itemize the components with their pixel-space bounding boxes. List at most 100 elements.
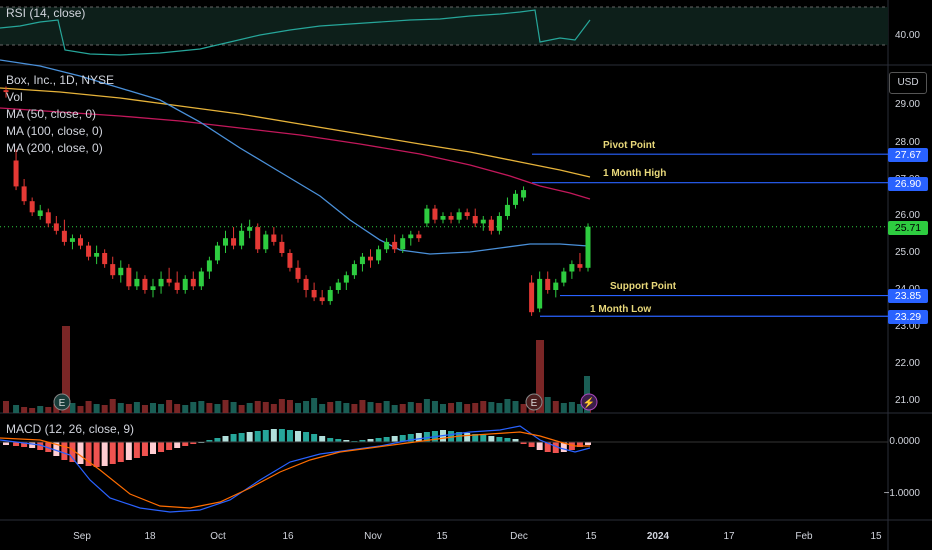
x-axis-label: Sep <box>73 531 91 542</box>
x-axis-label: 17 <box>723 531 735 542</box>
volume-bar <box>133 402 140 413</box>
rsi-axis-label: 40.00 <box>894 30 920 41</box>
volume-bar <box>399 404 406 413</box>
candle-body <box>424 208 430 224</box>
macd-histogram-bar <box>13 442 20 446</box>
macd-histogram-bar <box>480 435 487 442</box>
macd-histogram-bar <box>359 440 366 442</box>
candle-body <box>78 238 83 246</box>
volume-bar <box>351 404 358 413</box>
price-axis-label: 25.00 <box>894 247 920 258</box>
volume-bar <box>69 403 76 413</box>
x-axis-label: 15 <box>870 531 882 542</box>
candle-body <box>271 234 277 242</box>
candle-body <box>231 238 237 246</box>
candle-body <box>45 212 51 224</box>
macd-histogram-bar <box>230 434 237 442</box>
macd-signal-line <box>0 431 590 509</box>
candle-body <box>464 212 470 216</box>
macd-axis-label: 0.0000 <box>889 436 920 447</box>
volume-bar <box>182 405 189 413</box>
macd-label: MACD (12, 26, close, 9) <box>6 422 135 436</box>
candle-body <box>448 216 454 220</box>
candle-body <box>472 216 478 224</box>
rsi-band <box>0 7 888 45</box>
macd-histogram-bar <box>158 442 165 452</box>
volume-bar <box>141 405 148 413</box>
candle-body <box>158 278 164 287</box>
currency-button[interactable]: USD <box>889 72 927 94</box>
candle-body <box>86 245 92 257</box>
volume-bar <box>488 402 495 413</box>
macd-histogram-bar <box>286 430 293 442</box>
macd-histogram-bar <box>150 442 156 454</box>
volume-bar <box>383 401 390 413</box>
main-legend: Box, Inc., 1D, NYSE Vol MA (50, close, 0… <box>6 72 114 157</box>
candle-body <box>118 267 124 276</box>
x-axis-label: Dec <box>510 531 528 542</box>
x-axis-label: Feb <box>795 531 813 542</box>
volume-bar <box>117 403 124 413</box>
candle-body <box>456 212 462 220</box>
macd-histogram-bar <box>327 438 334 442</box>
candle-body <box>408 234 414 239</box>
macd-histogram-bar <box>246 432 253 442</box>
candle-body <box>255 227 261 250</box>
volume-bar <box>359 400 366 413</box>
candle-body <box>174 282 180 290</box>
candle-body <box>263 234 269 250</box>
pivot-point-note: Pivot Point <box>603 140 656 151</box>
volume-bar <box>568 402 575 413</box>
macd-histogram-bar <box>125 442 132 460</box>
macd-histogram-bar <box>383 437 390 442</box>
volume-bar <box>125 404 132 413</box>
candle-body <box>416 234 422 239</box>
macd-histogram-bar <box>117 442 124 462</box>
ma100-line <box>0 107 591 200</box>
candle-body <box>569 264 575 272</box>
volume-bar <box>206 403 213 413</box>
volume-bar <box>21 407 28 413</box>
volume-bar <box>109 399 116 413</box>
price-axis-label: 29.00 <box>894 99 920 110</box>
volume-bar <box>319 404 326 413</box>
macd-histogram-bar <box>238 433 245 442</box>
candle-body <box>182 278 188 290</box>
candle-body <box>488 219 494 231</box>
candle-body <box>384 241 390 250</box>
candle-body <box>513 193 518 205</box>
candle-body <box>553 282 559 290</box>
x-axis-label: 18 <box>144 531 156 542</box>
candle-body <box>166 278 172 283</box>
volume-bar <box>448 403 455 413</box>
macd-histogram-bar <box>528 442 535 447</box>
volume-bar <box>512 401 519 413</box>
volume-bar <box>303 401 310 413</box>
candle-body <box>61 230 67 242</box>
volume-bar <box>77 406 84 413</box>
rsi-line <box>0 9 591 56</box>
macd-histogram-bar <box>101 442 108 466</box>
macd-histogram-bar <box>254 431 261 442</box>
rsi-legend: RSI (14, close) <box>6 5 85 22</box>
ma50-label: MA (50, close, 0) <box>6 107 97 121</box>
macd-histogram-bar <box>93 442 100 467</box>
candle-body <box>496 216 502 231</box>
event-icon-label: ⚡ <box>583 396 595 409</box>
candle-body <box>247 227 253 231</box>
support-point-note: Support Point <box>610 281 677 292</box>
volume-bar <box>13 405 20 413</box>
volume-bar <box>214 404 221 413</box>
macd-legend: MACD (12, 26, close, 9) <box>6 421 134 438</box>
x-axis-label: 15 <box>585 531 597 542</box>
price-axis-label: 23.00 <box>894 321 920 332</box>
volume-bar <box>190 402 197 413</box>
volume-bar <box>93 404 100 413</box>
volume-bar <box>286 400 293 413</box>
volume-bar <box>270 404 277 413</box>
candle-body <box>368 256 373 261</box>
support-point-price-tag: 23.85 <box>888 289 928 303</box>
volume-bar <box>536 340 544 413</box>
candle-body <box>343 275 349 283</box>
